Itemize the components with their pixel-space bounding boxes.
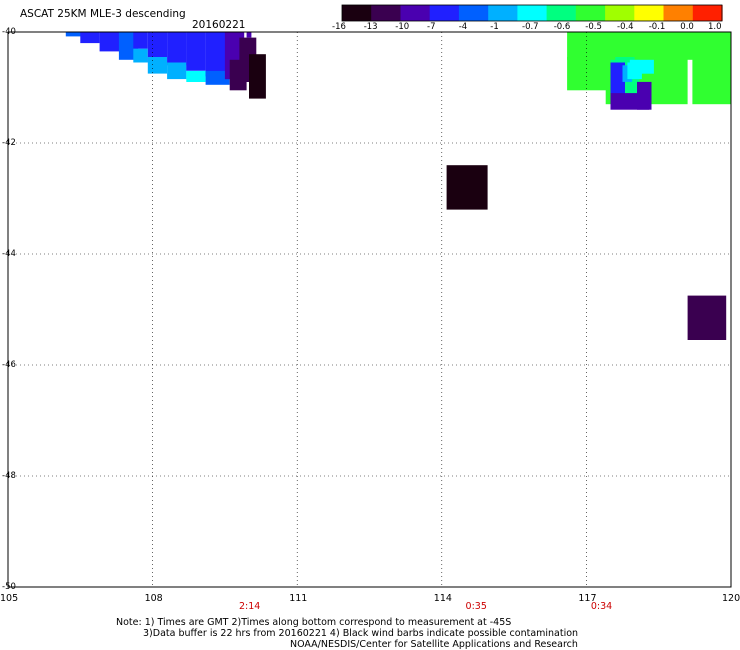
wind-cell <box>692 57 731 105</box>
y-tick-label: -46 <box>2 360 16 370</box>
pass-time-label: 0:34 <box>590 601 613 612</box>
wind-cell <box>133 32 148 49</box>
x-tick-label: 114 <box>433 593 452 604</box>
wind-cell <box>99 32 124 52</box>
wind-cell <box>246 32 252 38</box>
wind-cell <box>205 70 230 85</box>
colorbar-label: -1 <box>490 22 499 32</box>
colorbar-swatch <box>663 5 694 21</box>
colorbar-label: -10 <box>395 22 410 32</box>
note-line-1: Note: 1) Times are GMT 2)Times along bot… <box>116 617 512 628</box>
colorbar-label: -13 <box>363 22 378 32</box>
colorbar-swatch <box>342 5 372 21</box>
wind-cell <box>65 32 90 37</box>
wind-cell <box>186 70 206 82</box>
colorbar-swatch <box>546 5 577 21</box>
y-tick-label: -50 <box>2 582 16 592</box>
colorbar-swatch <box>458 5 489 21</box>
colorbar-swatch <box>488 5 518 21</box>
colorbar-label: -7 <box>427 22 436 32</box>
map-title: ASCAT 25KM MLE-3 descending <box>20 8 186 20</box>
colorbar-swatch <box>634 5 665 21</box>
wind-cell <box>186 32 206 71</box>
pass-time-label: 2:14 <box>239 601 261 612</box>
note-line-3: NOAA/NESDIS/Center for Satellite Applica… <box>290 639 578 650</box>
colorbar-label: -4 <box>458 22 468 32</box>
map-date: 20160221 <box>192 19 246 31</box>
colorbar <box>341 4 723 22</box>
colorbar-label: -0.4 <box>617 22 634 32</box>
wind-cell <box>627 62 642 80</box>
wind-cell <box>80 32 100 44</box>
wind-cell <box>446 165 488 210</box>
wind-data-cells <box>65 32 731 340</box>
x-tick-label: 105 <box>0 593 19 604</box>
wind-cell <box>167 62 187 80</box>
x-tick-label: 108 <box>144 593 163 604</box>
x-tick-label: 120 <box>722 593 740 604</box>
wind-cell <box>567 32 731 60</box>
colorbar-swatch <box>692 5 723 21</box>
wind-cell <box>610 62 625 96</box>
x-tick-label: 117 <box>578 593 597 604</box>
colorbar-label: -0.1 <box>648 22 666 32</box>
colorbar-swatch <box>429 5 460 21</box>
wind-cell <box>637 81 652 110</box>
wind-cell <box>229 59 247 91</box>
note-line-2: 3)Data buffer is 22 hrs from 20160221 4)… <box>143 628 579 639</box>
colorbar-label: 0.0 <box>680 22 694 32</box>
x-tick-label: 111 <box>289 593 308 604</box>
colorbar-label: -16 <box>332 22 346 32</box>
wind-cell <box>147 57 168 74</box>
grid-lines <box>8 32 731 587</box>
colorbar-swatch <box>400 5 431 21</box>
plot-frame <box>7 31 732 588</box>
y-tick-label: -44 <box>2 249 16 259</box>
wind-cell <box>167 32 187 66</box>
colorbar-label: 1.0 <box>708 22 722 32</box>
y-tick-label: -42 <box>2 138 16 148</box>
y-tick-label: -48 <box>2 471 16 481</box>
wind-cell <box>622 65 633 82</box>
colorbar-label: -0.7 <box>522 22 539 32</box>
colorbar-swatch <box>575 5 606 21</box>
colorbar-swatch <box>605 5 635 21</box>
wind-cell <box>249 54 266 99</box>
colorbar-swatch <box>517 5 548 21</box>
colorbar-label: -0.5 <box>585 22 602 32</box>
colorbar-swatch <box>371 5 401 21</box>
wind-cell <box>133 48 148 63</box>
pass-time-label: 0:35 <box>465 601 487 612</box>
y-tick-label: -40 <box>2 27 16 37</box>
wind-cell <box>147 32 168 63</box>
wind-cell <box>687 295 727 340</box>
colorbar-label: -0.6 <box>553 22 571 32</box>
colorbar-frame <box>341 4 723 22</box>
